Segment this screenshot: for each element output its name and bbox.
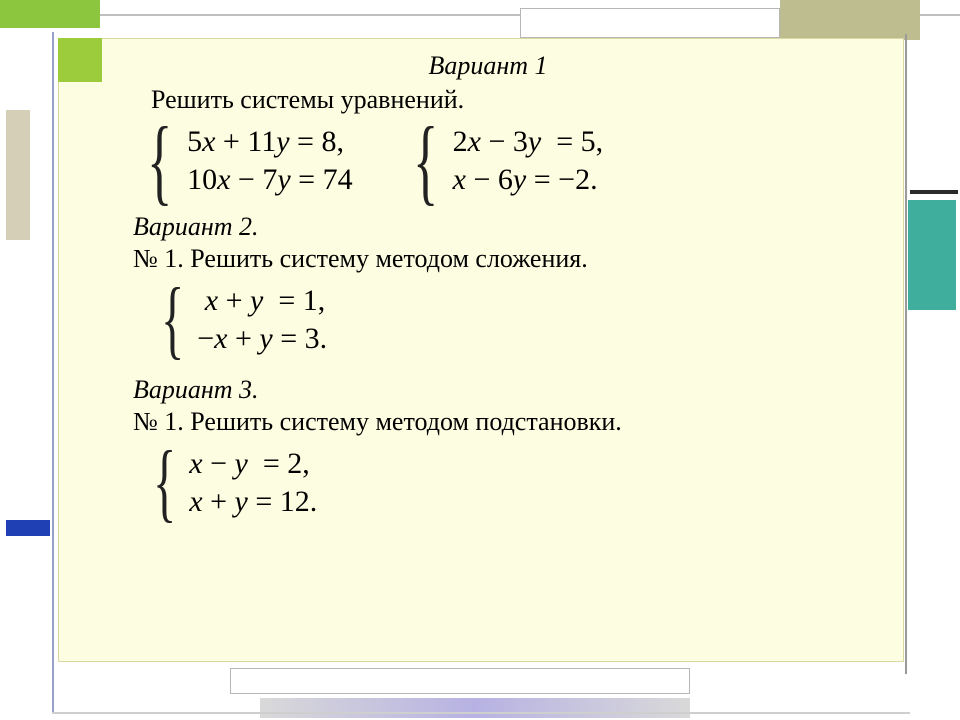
variant1-title: Вариант 1 [101,51,875,81]
decor-bottom-line [52,712,910,714]
brace-icon: { [153,451,176,514]
decor-top-khaki [780,0,920,40]
decor-left-blue [6,520,50,536]
brace-icon: { [147,126,172,195]
variant1-systems: { 5x + 11y = 8, 10x − 7y = 74 { 2x − 3y … [147,123,875,198]
decor-right-teal [908,200,956,310]
system-1b: { 2x − 3y = 5, x − 6y = −2. [413,123,604,198]
decor-top-white [520,8,780,38]
variant2-title: Вариант 2. [133,212,875,242]
system-3: { x − y = 2, x + y = 12. [153,445,875,520]
system-2: { x + y = 1, −x + y = 3. [161,282,875,357]
variant2-instruction: № 1. Решить систему методом сложения. [133,244,875,274]
equation-text: x − y = 2, [189,445,317,483]
equation-text: 2x − 3y = 5, [453,123,604,161]
equation-text: 10x − 7y = 74 [187,161,353,199]
content-card: Вариант 1 Решить системы уравнений. { 5x… [58,38,904,662]
decor-right-line [905,34,907,674]
decor-left-line [52,32,54,712]
equation-text: x + y = 1, [197,282,327,320]
brace-icon: { [413,126,438,195]
brace-icon: { [161,288,184,351]
decor-right-dark [910,190,958,194]
variant3-title: Вариант 3. [133,375,875,405]
variant1-instruction: Решить системы уравнений. [151,85,875,115]
system-1a: { 5x + 11y = 8, 10x − 7y = 74 [147,123,353,198]
equation-text: −x + y = 3. [197,320,327,358]
decor-bottom-grad [260,698,690,718]
decor-bottom-box [230,668,690,694]
decor-top-green [0,0,100,28]
equation-text: x + y = 12. [189,483,317,521]
decor-card-lime [58,38,102,82]
equation-text: 5x + 11y = 8, [187,123,353,161]
equation-text: x − 6y = −2. [453,161,604,199]
decor-left-beige [6,110,30,240]
variant3-instruction: № 1. Решить систему методом подстановки. [133,407,875,437]
